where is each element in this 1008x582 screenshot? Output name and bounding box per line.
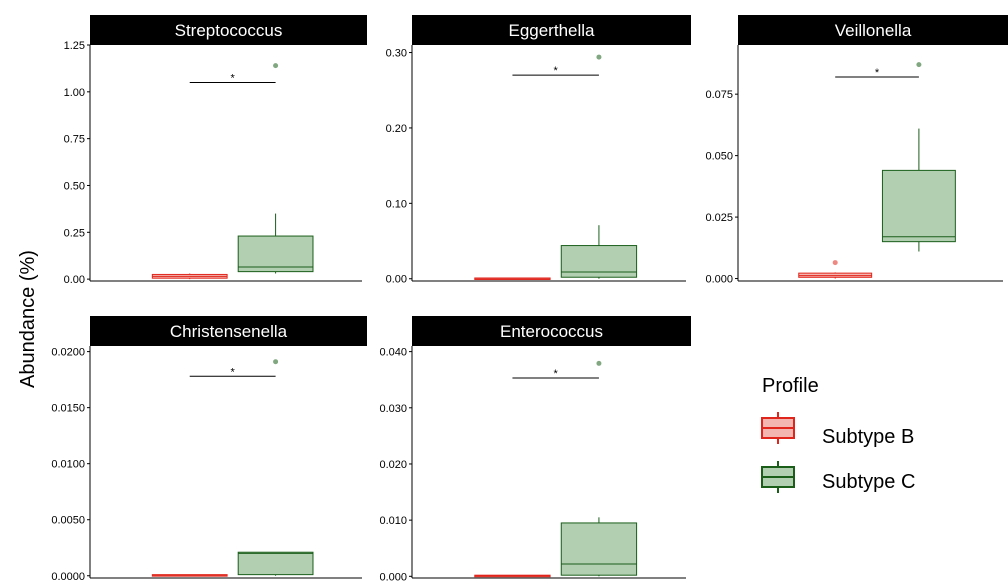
box-christensenella-subtype-c: [237, 359, 314, 576]
y-tick-label: 0.50: [64, 180, 85, 192]
box-enterococcus-subtype-b: [474, 574, 551, 578]
panel-streptococcus: Streptococcus 0.00 0.25 0.50 0.75 1.00 1.25 *: [64, 15, 367, 286]
legend: Profile Subtype B Subtype C: [761, 375, 915, 493]
box-veillonella-subtype-b: [798, 260, 873, 279]
panel-strip-veillonella: [738, 15, 1008, 45]
panel-title-enterococcus: Enterococcus: [500, 322, 603, 341]
y-tick-label: 0.010: [379, 515, 407, 527]
box-streptococcus-subtype-b: [151, 273, 228, 280]
outlier-point: [273, 359, 279, 365]
y-tick-label: 0.0100: [51, 459, 85, 471]
y-tick-label: 0.0200: [51, 347, 85, 359]
y-tick-label: 0.025: [705, 212, 733, 224]
significance-label: *: [231, 72, 236, 84]
y-tick-label: 0.050: [705, 151, 733, 163]
y-tick-label: 0.000: [379, 571, 407, 582]
y-tick-label: 0.075: [705, 89, 733, 101]
y-tick-label: 0.20: [386, 123, 407, 135]
facet-panels: Streptococcus0.000.250.500.751.001.25*Eg…: [51, 15, 1008, 582]
significance-label: *: [231, 366, 236, 378]
panel-title-eggerthella: Eggerthella: [508, 21, 595, 40]
significance-label: *: [554, 368, 559, 380]
box-body: [881, 169, 956, 243]
box-body: [560, 245, 638, 278]
box-body: [560, 522, 638, 576]
legend-key-subtype-b: [761, 412, 795, 444]
y-tick-label: 1.25: [64, 40, 85, 52]
panel-strip-eggerthella: [412, 15, 691, 45]
outlier-point: [273, 63, 279, 69]
y-tick-label: 1.00: [64, 87, 85, 99]
y-tick-label: 0.020: [379, 459, 407, 471]
box-veillonella-subtype-c: [881, 62, 956, 252]
box-christensenella-subtype-b: [151, 574, 228, 577]
significance-label: *: [875, 67, 880, 79]
panel-veillonella: Veillonella 0.000 0.025 0.050 0.075 *: [705, 15, 1008, 286]
y-tick-label: 0.0150: [51, 403, 85, 415]
panel-eggerthella: Eggerthella 0.00 0.10 0.20 0.30 *: [386, 15, 691, 286]
panel-title-streptococcus: Streptococcus: [175, 21, 283, 40]
panel-enterococcus: Enterococcus 0.000 0.010 0.020 0.030 0.040 *: [379, 316, 691, 582]
panel-christensenella: Christensenella 0.0000 0.0050 0.0100 0.0150 0…: [51, 316, 367, 582]
y-tick-label: 0.00: [386, 274, 407, 286]
legend-title: Profile: [762, 375, 819, 397]
panel-strip-enterococcus: [412, 316, 691, 346]
y-axis-label: Abundance (%): [17, 250, 39, 388]
legend-key-subtype-c: [761, 461, 795, 493]
box-body: [237, 551, 314, 576]
y-tick-label: 0.000: [705, 274, 733, 286]
box-body: [237, 235, 314, 273]
y-tick-label: 0.75: [64, 134, 85, 146]
y-tick-label: 0.00: [64, 274, 85, 286]
legend-label-subtype-b: Subtype B: [822, 426, 914, 448]
panel-strip-streptococcus: [90, 15, 367, 45]
y-tick-label: 0.0000: [51, 571, 85, 582]
outlier-point: [916, 62, 922, 68]
panel-strip-christensenella: [90, 316, 367, 346]
panel-title-christensenella: Christensenella: [170, 322, 288, 341]
y-tick-label: 0.040: [379, 347, 407, 359]
y-tick-label: 0.0050: [51, 515, 85, 527]
box-eggerthella-subtype-c: [560, 54, 638, 279]
box-streptococcus-subtype-c: [237, 63, 314, 274]
outlier-point: [832, 260, 838, 266]
significance-label: *: [554, 65, 559, 77]
y-tick-label: 0.10: [386, 198, 407, 210]
legend-label-subtype-c: Subtype C: [822, 471, 915, 493]
y-tick-label: 0.030: [379, 403, 407, 415]
outlier-point: [596, 360, 602, 366]
y-tick-label: 0.30: [386, 48, 407, 60]
y-tick-label: 0.25: [64, 227, 85, 239]
box-enterococcus-subtype-c: [560, 360, 638, 577]
box-eggerthella-subtype-b: [474, 277, 551, 280]
panel-title-veillonella: Veillonella: [835, 21, 912, 40]
outlier-point: [596, 54, 602, 60]
